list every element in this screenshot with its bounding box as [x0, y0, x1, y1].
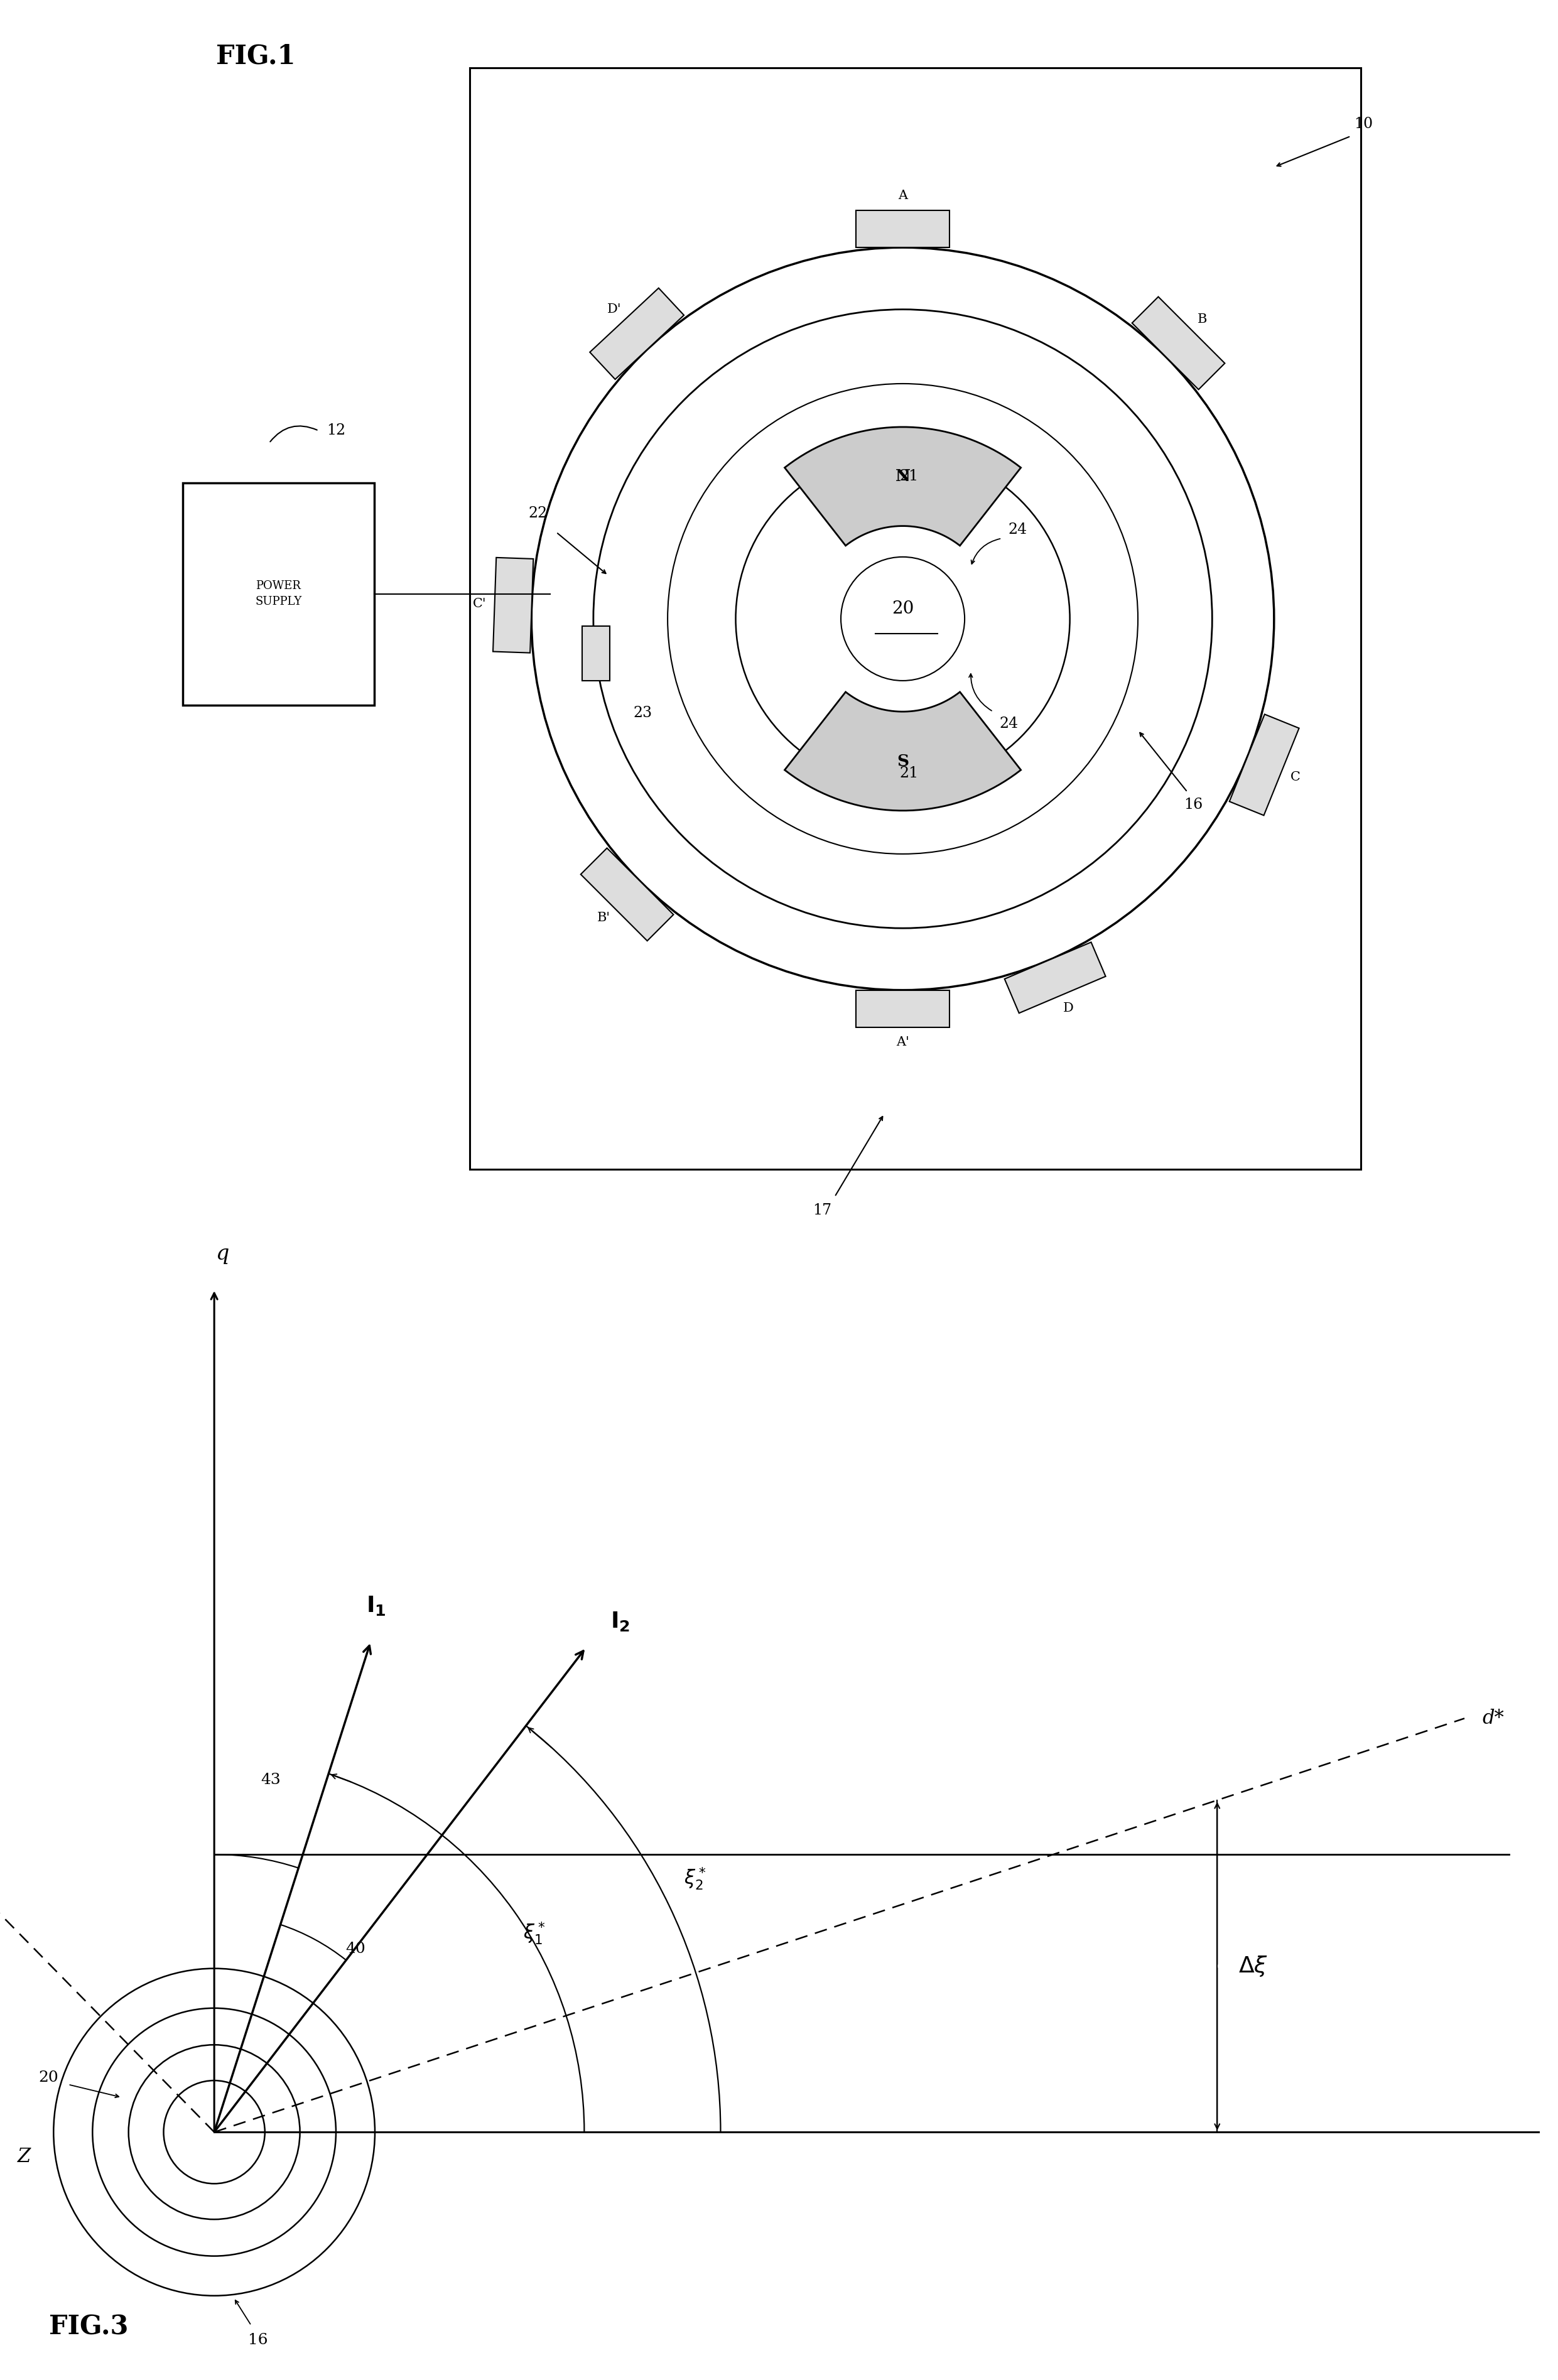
Text: 21: 21	[899, 469, 919, 483]
Bar	[182, 483, 374, 704]
Bar	[469, 69, 1360, 1169]
Text: POWER
SUPPLY: POWER SUPPLY	[256, 581, 302, 607]
Text: B: B	[1197, 314, 1207, 326]
Text: FIG.1: FIG.1	[217, 43, 296, 69]
Text: $\xi_2^*$: $\xi_2^*$	[684, 1866, 706, 1892]
Polygon shape	[785, 693, 1020, 812]
Text: 20: 20	[891, 600, 915, 616]
Polygon shape	[492, 557, 533, 652]
Text: 12: 12	[327, 424, 346, 438]
Text: S: S	[897, 754, 908, 769]
Text: $\mathbf{I_2}$: $\mathbf{I_2}$	[611, 1611, 629, 1633]
Text: A: A	[897, 190, 907, 202]
Text: $\xi_1^*$: $\xi_1^*$	[523, 1921, 545, 1947]
Text: 20: 20	[39, 2071, 59, 2085]
Polygon shape	[855, 209, 950, 248]
Text: 21: 21	[899, 766, 919, 781]
Text: A': A'	[896, 1035, 910, 1047]
Text: q: q	[215, 1245, 229, 1264]
Text: $\Delta\xi$: $\Delta\xi$	[1239, 1954, 1268, 1978]
Polygon shape	[855, 990, 950, 1028]
Text: $\mathbf{I_1}$: $\mathbf{I_1}$	[366, 1595, 386, 1616]
Polygon shape	[590, 288, 684, 378]
Bar	[583, 626, 609, 681]
Text: 23: 23	[634, 704, 653, 721]
Text: C': C'	[474, 597, 486, 609]
Text: 16: 16	[248, 2332, 268, 2347]
Text: B': B'	[597, 912, 611, 923]
Text: 43: 43	[260, 1773, 280, 1787]
Text: D: D	[1063, 1002, 1073, 1014]
Text: d*: d*	[1482, 1709, 1503, 1728]
Text: 24: 24	[1008, 524, 1027, 538]
Text: C: C	[1290, 771, 1301, 783]
Polygon shape	[1229, 714, 1299, 816]
Text: 40: 40	[346, 1942, 366, 1956]
Text: Z: Z	[17, 2147, 31, 2166]
Polygon shape	[785, 426, 1020, 545]
Polygon shape	[1005, 942, 1106, 1014]
Text: 17: 17	[813, 1204, 832, 1219]
Text: FIG.3: FIG.3	[48, 2313, 128, 2340]
Text: 10: 10	[1354, 117, 1373, 131]
Text: 22: 22	[528, 507, 547, 521]
Text: 24: 24	[999, 716, 1019, 731]
Polygon shape	[581, 847, 673, 940]
Text: N: N	[896, 469, 910, 483]
Polygon shape	[1133, 298, 1225, 390]
Text: D': D'	[608, 302, 622, 314]
Text: 16: 16	[1184, 797, 1203, 812]
